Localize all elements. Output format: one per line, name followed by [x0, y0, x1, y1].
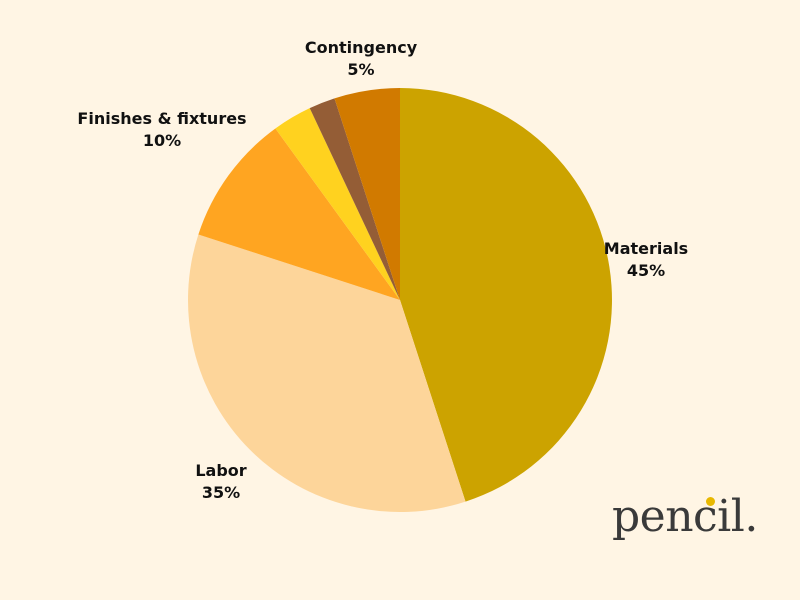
- label-contingency-name: Contingency: [304, 38, 418, 57]
- pie-slice-materials: [400, 88, 612, 502]
- logo-text: pencil: [612, 491, 745, 542]
- pie-slice-unlabeled-4: [309, 98, 400, 300]
- pie-slice-contingency: [334, 88, 400, 300]
- label-contingency: Contingency 5%: [305, 37, 417, 81]
- pencil-logo: pencil.: [612, 492, 758, 542]
- logo-period: .: [744, 491, 758, 542]
- label-labor-value: 35%: [201, 483, 241, 502]
- label-materials-name: Materials: [603, 239, 689, 258]
- label-materials: Materials 45%: [604, 238, 688, 282]
- logo-dot-icon: [706, 497, 715, 506]
- label-materials-value: 45%: [626, 261, 666, 280]
- pie-slice-unlabeled-3: [275, 108, 400, 301]
- label-finishes: Finishes & fixtures 10%: [77, 108, 246, 152]
- label-labor-name: Labor: [195, 461, 247, 480]
- pie-slice-labor: [188, 234, 466, 512]
- label-finishes-value: 10%: [142, 131, 182, 150]
- label-finishes-name: Finishes & fixtures: [77, 109, 247, 128]
- label-contingency-value: 5%: [347, 60, 375, 79]
- pie-slice-finishes-fixtures: [198, 128, 400, 300]
- label-labor: Labor 35%: [195, 460, 246, 504]
